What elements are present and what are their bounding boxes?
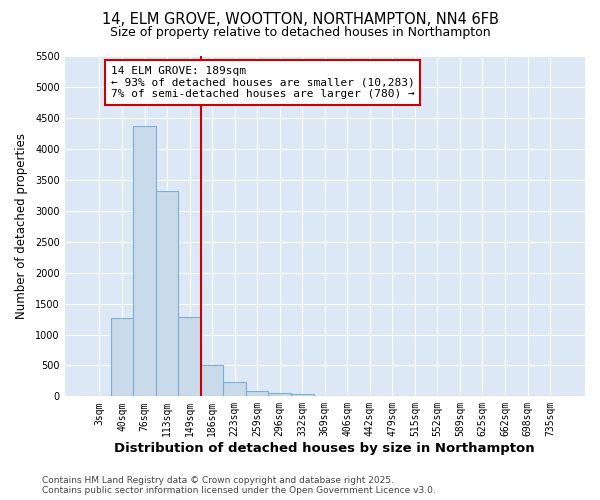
Bar [223, 382, 246, 396]
Bar [156, 191, 178, 396]
Text: 14, ELM GROVE, WOOTTON, NORTHAMPTON, NN4 6FB: 14, ELM GROVE, WOOTTON, NORTHAMPTON, NN4… [101, 12, 499, 28]
Text: Size of property relative to detached houses in Northampton: Size of property relative to detached ho… [110, 26, 490, 39]
X-axis label: Distribution of detached houses by size in Northampton: Distribution of detached houses by size … [115, 442, 535, 455]
Bar [246, 392, 268, 396]
Bar [201, 366, 223, 396]
Y-axis label: Number of detached properties: Number of detached properties [15, 134, 28, 320]
Text: Contains HM Land Registry data © Crown copyright and database right 2025.
Contai: Contains HM Land Registry data © Crown c… [42, 476, 436, 495]
Bar [268, 393, 291, 396]
Text: 14 ELM GROVE: 189sqm
← 93% of detached houses are smaller (10,283)
7% of semi-de: 14 ELM GROVE: 189sqm ← 93% of detached h… [111, 66, 415, 99]
Bar [133, 126, 156, 396]
Bar [111, 318, 133, 396]
Bar [291, 394, 314, 396]
Bar [178, 317, 201, 396]
